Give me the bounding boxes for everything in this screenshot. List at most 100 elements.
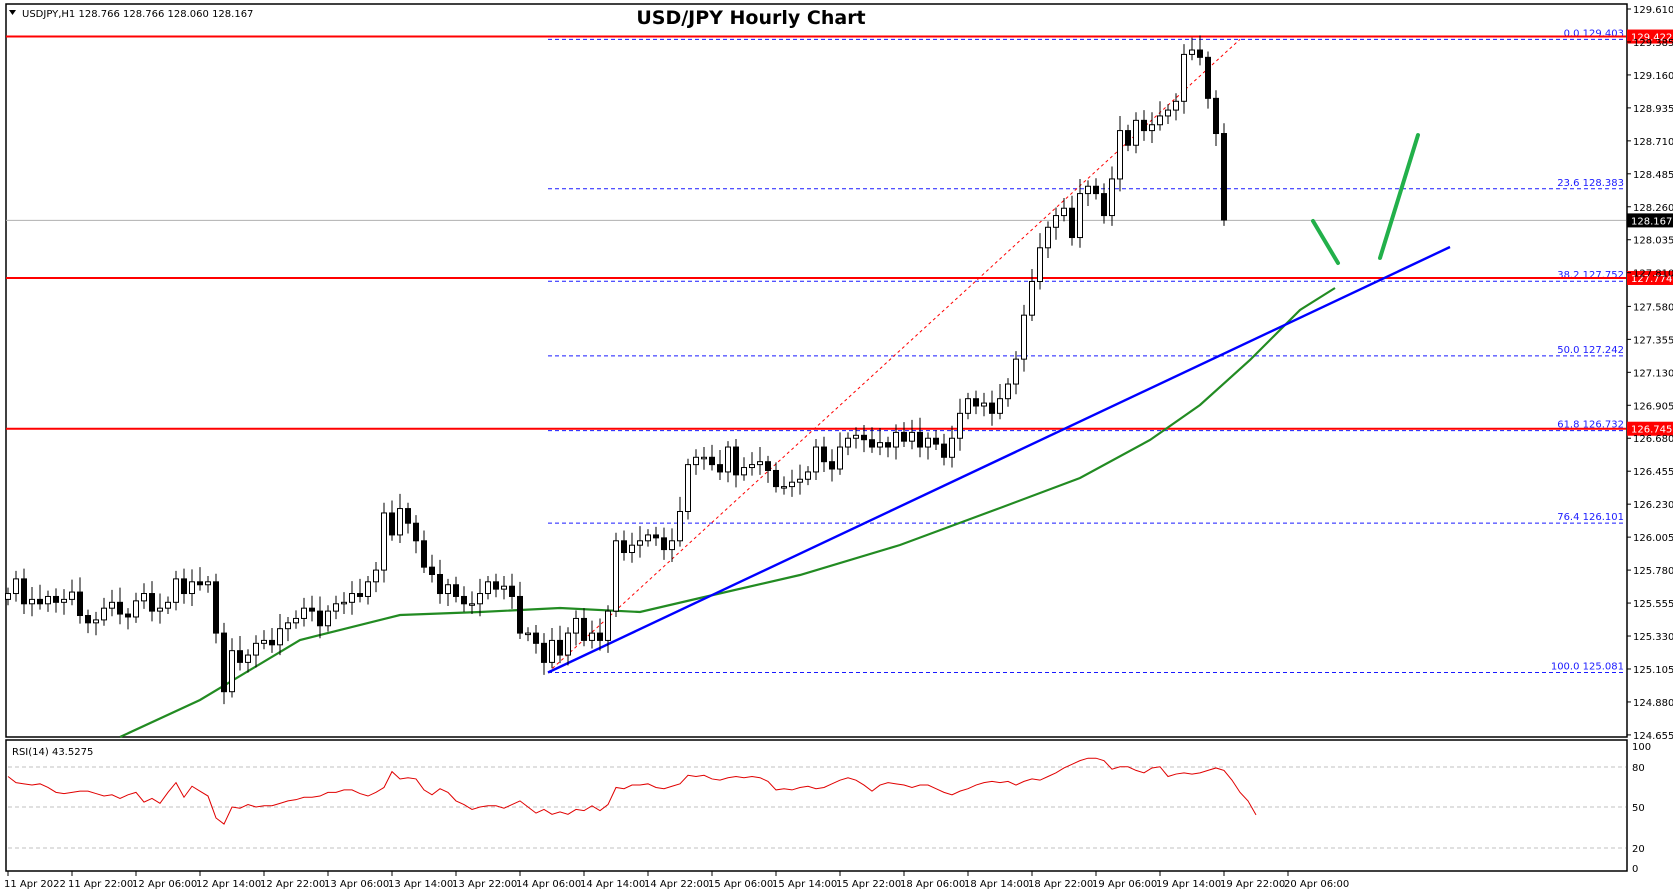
price-axis-label: 126.905 bbox=[1633, 401, 1673, 412]
bear-candle bbox=[1093, 185, 1099, 195]
bull-candle bbox=[677, 510, 683, 542]
bull-candle bbox=[341, 601, 347, 605]
fibonacci-levels[interactable]: 0.0 129.403 23.6 128.383 38.2 127.752 50.0 … bbox=[547, 28, 1626, 673]
bear-candle bbox=[861, 434, 867, 441]
bear-candle bbox=[181, 578, 187, 595]
fib-level-label: 61.8 126.732 bbox=[1557, 420, 1624, 431]
bull-candle bbox=[245, 654, 251, 663]
bull-candle bbox=[877, 442, 883, 448]
bull-candle bbox=[301, 607, 307, 619]
bull-candle bbox=[1053, 215, 1059, 228]
bull-candle bbox=[573, 617, 579, 634]
rsi-axis-label: 50 bbox=[1632, 803, 1645, 814]
bear-candle bbox=[125, 613, 131, 618]
bear-candle bbox=[989, 402, 995, 414]
fib-diagonal-line bbox=[547, 38, 1241, 673]
bull-candle bbox=[757, 461, 763, 466]
dropdown-triangle-icon[interactable] bbox=[9, 10, 16, 15]
time-axis-label: 18 Apr 06:00 bbox=[900, 879, 965, 890]
bull-candle bbox=[261, 639, 267, 644]
bull-candle bbox=[613, 540, 619, 612]
bull-candle bbox=[1013, 358, 1019, 385]
bull-candle bbox=[797, 478, 803, 483]
bull-candle bbox=[1021, 314, 1027, 360]
bear-candle bbox=[597, 632, 603, 641]
bull-candle bbox=[693, 456, 699, 466]
time-axis-label: 15 Apr 06:00 bbox=[708, 879, 773, 890]
projection-down-stroke bbox=[1311, 219, 1340, 265]
bull-candle bbox=[813, 446, 819, 473]
bull-candle bbox=[957, 412, 963, 439]
bull-candle bbox=[285, 622, 291, 630]
bear-candle bbox=[1205, 56, 1211, 99]
bull-candle bbox=[645, 534, 651, 542]
bear-candle bbox=[1197, 49, 1203, 58]
bear-candle bbox=[437, 573, 443, 595]
bull-candle bbox=[1077, 193, 1083, 239]
bear-candle bbox=[917, 431, 923, 448]
bull-candle bbox=[69, 591, 75, 600]
chart-title: USD/JPY Hourly Chart bbox=[636, 7, 865, 29]
time-axis-label: 13 Apr 22:00 bbox=[452, 879, 517, 890]
bull-candle bbox=[373, 569, 379, 583]
bear-candle bbox=[661, 537, 667, 551]
fib-level-label: 100.0 125.081 bbox=[1551, 661, 1624, 672]
bear-candle bbox=[509, 585, 515, 597]
bear-candle bbox=[85, 615, 91, 624]
price-axis[interactable]: 100 80 50 20 0 129.610 129.385 129.160 128.935 12… bbox=[1627, 5, 1673, 875]
rsi-series bbox=[7, 757, 1257, 825]
rsi-axis-label: 100 bbox=[1632, 742, 1651, 753]
bull-candle bbox=[781, 486, 787, 489]
price-axis-label: 129.385 bbox=[1633, 38, 1673, 49]
time-axis-label: 13 Apr 14:00 bbox=[388, 879, 453, 890]
bear-candle bbox=[773, 469, 779, 488]
bull-candle bbox=[157, 607, 163, 612]
price-axis-label: 125.780 bbox=[1633, 566, 1673, 577]
bull-candle bbox=[605, 610, 611, 641]
bull-candle bbox=[501, 585, 507, 590]
time-axis-label: 12 Apr 06:00 bbox=[132, 879, 197, 890]
bear-candle bbox=[237, 650, 243, 663]
bull-candle bbox=[981, 402, 987, 407]
bear-candle bbox=[933, 437, 939, 445]
trendline[interactable] bbox=[547, 245, 1451, 674]
price-axis-label: 128.485 bbox=[1633, 170, 1673, 181]
bull-candle bbox=[397, 508, 403, 536]
bear-candle bbox=[197, 581, 203, 586]
bull-candle bbox=[949, 437, 955, 458]
symbol-ohlc-label: USDJPY,H1 128.766 128.766 128.060 128.16… bbox=[22, 9, 253, 20]
bear-candle bbox=[1125, 130, 1131, 146]
bull-candle bbox=[1045, 226, 1051, 249]
bull-candle bbox=[445, 584, 451, 595]
fib-level-label: 50.0 127.242 bbox=[1557, 345, 1624, 356]
time-axis-label: 14 Apr 14:00 bbox=[580, 879, 645, 890]
price-level-badge bbox=[1627, 270, 1673, 285]
price-axis-label: 124.655 bbox=[1633, 731, 1673, 742]
time-axis-label: 14 Apr 06:00 bbox=[516, 879, 581, 890]
bear-candle bbox=[869, 439, 875, 448]
ascending-trendline[interactable] bbox=[547, 245, 1451, 674]
bull-candle bbox=[1181, 53, 1187, 102]
time-axis-label: 11 Apr 22:00 bbox=[68, 879, 133, 890]
bull-candle bbox=[13, 578, 19, 595]
bear-candle bbox=[213, 581, 219, 634]
bear-candle bbox=[77, 591, 83, 617]
bear-candle bbox=[37, 598, 43, 605]
bear-candle bbox=[765, 461, 771, 471]
bear-candle bbox=[429, 566, 435, 575]
bull-candle bbox=[101, 607, 107, 621]
horizontal-levels[interactable]: 129.422 127.774 126.745 128.167 bbox=[6, 29, 1673, 436]
bear-candle bbox=[317, 610, 323, 627]
bull-candle bbox=[1005, 383, 1011, 400]
main-panel-border bbox=[5, 3, 1628, 738]
bull-candle bbox=[5, 593, 11, 600]
bull-candle bbox=[1173, 100, 1179, 111]
price-axis-label: 125.555 bbox=[1633, 599, 1673, 610]
price-axis-label: 127.355 bbox=[1633, 335, 1673, 346]
bear-candle bbox=[653, 534, 659, 539]
bull-candle bbox=[477, 593, 483, 605]
bear-candle bbox=[421, 540, 427, 568]
